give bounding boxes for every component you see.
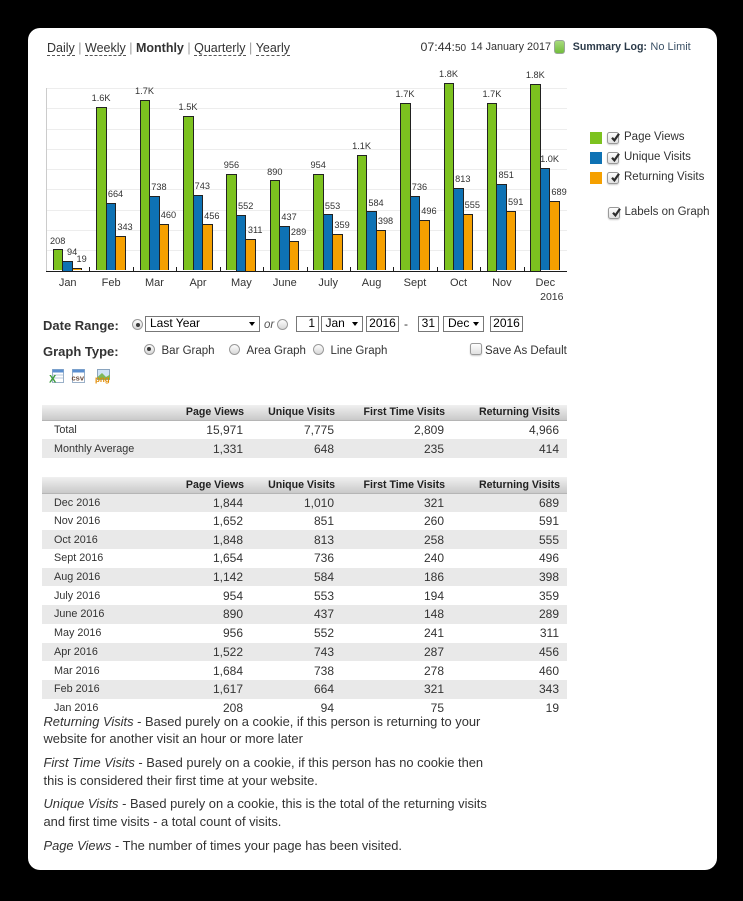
svg-text:png: png [95, 375, 110, 384]
svg-text:X: X [49, 373, 57, 384]
svg-text:csv: csv [72, 373, 85, 382]
